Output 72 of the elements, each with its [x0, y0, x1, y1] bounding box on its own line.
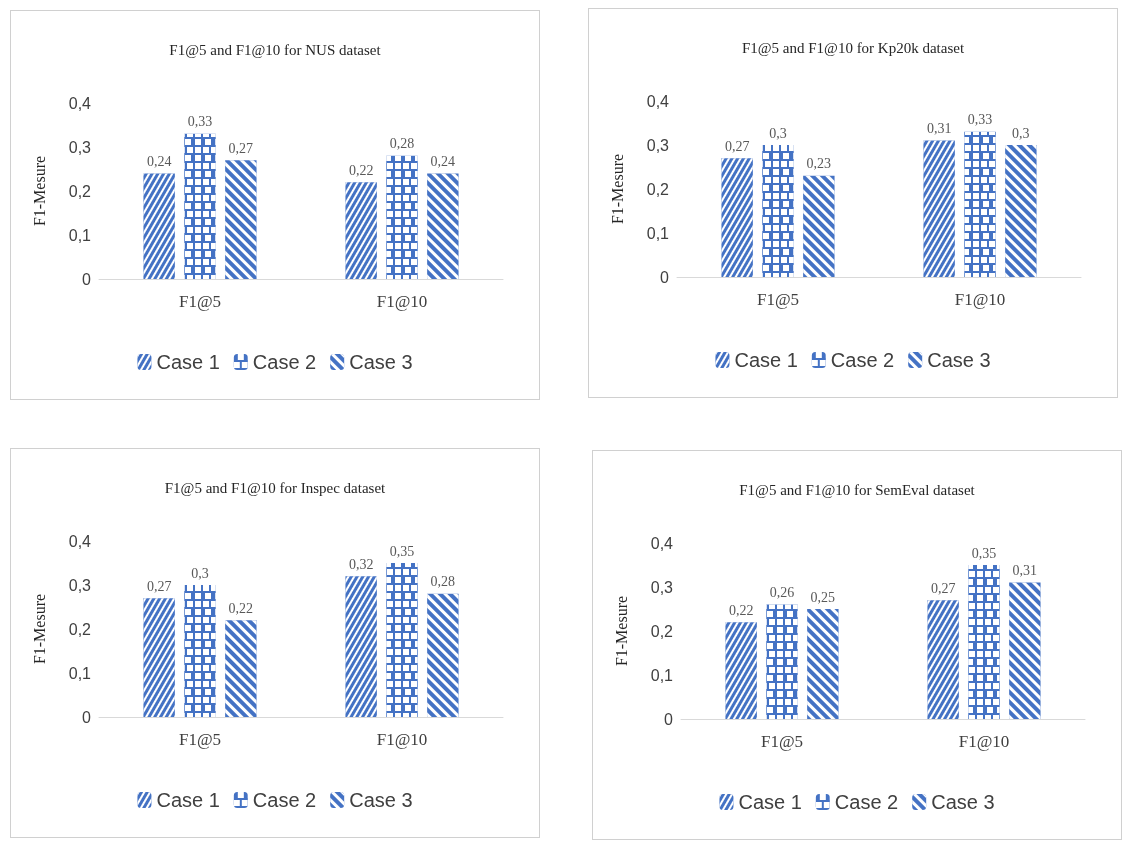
data-label: 0,26	[769, 585, 795, 601]
y-tick-label: 0,4	[68, 532, 92, 550]
y-tick-label: 0	[82, 708, 92, 726]
y-tick-label: 0,1	[68, 664, 92, 682]
legend-label: Case 1	[156, 789, 220, 811]
legend-label: Case 2	[834, 791, 899, 813]
data-label: 0,28	[430, 574, 456, 590]
y-axis-title: F1-Mesure	[612, 595, 630, 667]
y-tick-label: 0	[660, 268, 670, 286]
data-label: 0,22	[728, 602, 754, 618]
y-axis-title: F1-Mesure	[608, 153, 626, 225]
y-tick-label: 0,1	[650, 666, 674, 684]
data-label: 0,22	[228, 600, 254, 616]
data-label: 0,22	[348, 162, 374, 178]
y-tick-label: 0,2	[68, 182, 92, 200]
y-tick-label: 0	[82, 270, 92, 288]
data-label: 0,3	[191, 565, 209, 581]
legend-label: Case 1	[734, 349, 798, 371]
y-tick-label: 0,3	[646, 136, 670, 154]
data-label: 0,23	[806, 156, 832, 172]
y-tick-label: 0,4	[650, 534, 674, 552]
y-tick-label: 0,4	[646, 92, 670, 110]
x-tick-label: F1@5	[760, 732, 804, 751]
data-label: 0,35	[389, 543, 415, 559]
data-label: 0,31	[1012, 563, 1038, 579]
y-tick-label: 0,3	[68, 138, 92, 156]
y-tick-label: 0	[664, 710, 674, 728]
y-axis-title: F1-Mesure	[30, 593, 48, 665]
legend-label: Case 2	[252, 351, 317, 373]
y-tick-label: 0,3	[68, 576, 92, 594]
data-label: 0,27	[724, 138, 750, 154]
legend-label: Case 3	[927, 349, 991, 371]
data-label: 0,32	[348, 556, 374, 572]
y-tick-label: 0,2	[650, 622, 674, 640]
y-axis-title: F1-Mesure	[30, 155, 48, 227]
x-tick-label: F1@5	[756, 290, 800, 309]
chart-title: F1@5 and F1@10 for Kp20k dataset	[741, 39, 965, 56]
x-tick-label: F1@10	[958, 732, 1010, 751]
data-label: 0,31	[926, 121, 952, 137]
x-tick-label: F1@10	[954, 290, 1006, 309]
data-label: 0,27	[228, 140, 254, 156]
data-label: 0,33	[187, 114, 213, 130]
chart-title: F1@5 and F1@10 for Inspec dataset	[164, 479, 387, 496]
data-label: 0,27	[146, 578, 172, 594]
y-tick-label: 0,3	[650, 578, 674, 596]
legend-label: Case 1	[156, 351, 220, 373]
legend-label: Case 3	[349, 351, 413, 373]
data-label: 0,3	[769, 125, 787, 141]
chart-title: F1@5 and F1@10 for SemEval dataset	[739, 481, 976, 498]
data-label: 0,25	[810, 589, 836, 605]
x-tick-label: F1@10	[376, 292, 428, 311]
y-tick-label: 0,2	[68, 620, 92, 638]
data-label: 0,27	[930, 580, 956, 596]
y-tick-label: 0,1	[68, 226, 92, 244]
y-tick-label: 0,4	[68, 94, 92, 112]
legend-label: Case 2	[252, 789, 317, 811]
legend-label: Case 3	[349, 789, 413, 811]
legend-label: Case 2	[830, 349, 895, 371]
data-label: 0,24	[146, 153, 172, 169]
data-label: 0,28	[389, 136, 415, 152]
y-tick-label: 0,1	[646, 224, 670, 242]
legend-label: Case 3	[931, 791, 995, 813]
x-tick-label: F1@5	[178, 730, 222, 749]
y-tick-label: 0,2	[646, 180, 670, 198]
data-label: 0,33	[967, 112, 993, 128]
data-label: 0,24	[430, 153, 456, 169]
legend-label: Case 1	[738, 791, 802, 813]
data-label: 0,3	[1012, 125, 1030, 141]
x-tick-label: F1@10	[376, 730, 428, 749]
x-tick-label: F1@5	[178, 292, 222, 311]
data-label: 0,35	[971, 545, 997, 561]
chart-title: F1@5 and F1@10 for NUS dataset	[169, 41, 382, 58]
